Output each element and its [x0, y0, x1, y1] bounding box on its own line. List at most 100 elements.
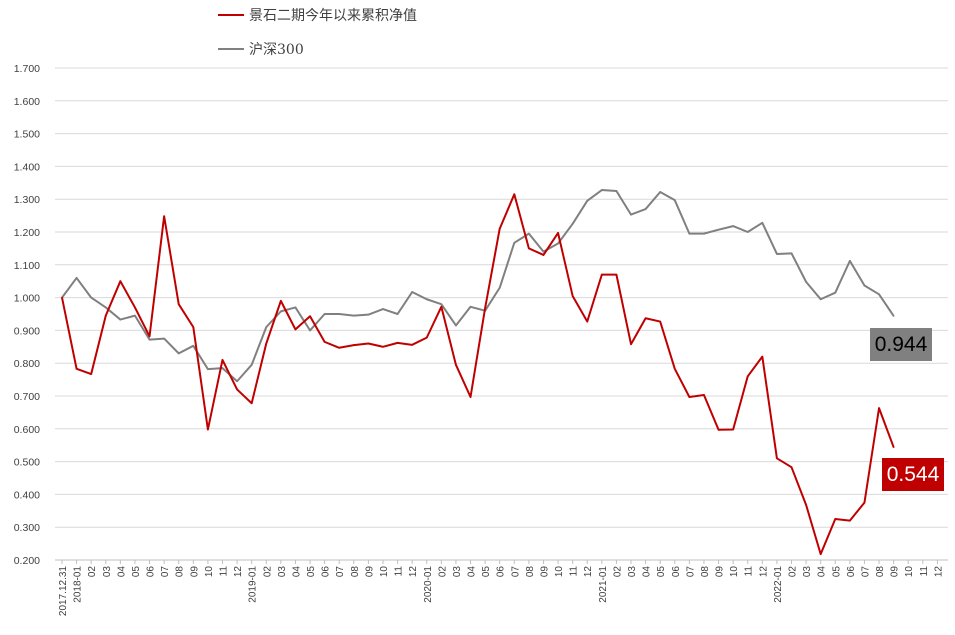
- data-point-hs: [644, 208, 647, 210]
- data-point-hs: [411, 291, 413, 293]
- x-tick-label: 08: [175, 566, 186, 578]
- data-point-hs: [367, 313, 370, 316]
- data-point-js: [353, 344, 355, 346]
- data-point-js: [805, 504, 807, 506]
- data-point-hs: [90, 296, 92, 299]
- y-tick-label: 1.500: [14, 129, 40, 141]
- x-tick-label: 11: [218, 566, 229, 577]
- x-tick-label: 08: [525, 566, 536, 578]
- x-tick-label: 12: [233, 566, 244, 578]
- y-tick-label: 1.600: [14, 96, 40, 108]
- data-point-hs: [834, 291, 837, 294]
- x-tick-label: 08: [700, 566, 711, 578]
- x-tick-label: 07: [860, 566, 871, 578]
- x-tick-label: 02: [788, 566, 799, 578]
- data-point-hs: [148, 338, 151, 341]
- data-point-js: [469, 396, 472, 398]
- data-point-hs: [615, 190, 618, 192]
- data-point-hs: [353, 314, 355, 317]
- x-tick-label: 09: [189, 566, 200, 578]
- x-tick-label: 04: [817, 566, 828, 578]
- data-point-js: [221, 359, 224, 361]
- callout-js-last-value: 0.544: [882, 458, 944, 491]
- x-tick-label: 2017.12.31: [58, 566, 69, 616]
- data-point-hs: [746, 231, 749, 233]
- x-tick-label: 09: [539, 566, 550, 578]
- x-tick-label: 07: [160, 566, 171, 578]
- data-point-js: [601, 273, 603, 276]
- data-point-hs: [323, 313, 326, 315]
- data-point-hs: [776, 253, 778, 255]
- data-point-hs: [469, 305, 472, 308]
- y-tick-label: 0.900: [14, 325, 40, 337]
- data-point-hs: [557, 242, 559, 245]
- data-point-hs: [440, 303, 443, 305]
- data-point-hs: [673, 199, 676, 201]
- y-tick-label: 0.600: [14, 424, 40, 436]
- x-tick-label: 04: [291, 566, 302, 578]
- data-point-js: [834, 518, 837, 520]
- y-tick-label: 1.400: [14, 161, 40, 173]
- x-tick-label: 2020-01: [423, 566, 434, 603]
- data-point-hs: [163, 337, 165, 340]
- data-point-hs: [863, 284, 866, 287]
- data-point-js: [294, 328, 297, 331]
- x-tick-label: 09: [890, 566, 901, 578]
- x-tick-label: 03: [102, 566, 113, 578]
- data-point-js: [440, 305, 443, 308]
- y-tick-label: 1.100: [14, 260, 40, 272]
- x-tick-label: 11: [919, 566, 930, 577]
- data-point-hs: [790, 252, 793, 255]
- x-tick-label: 12: [408, 566, 419, 578]
- data-point-hs: [630, 213, 632, 216]
- data-point-hs: [236, 380, 238, 383]
- data-point-js: [790, 466, 793, 468]
- data-point-js: [134, 306, 136, 309]
- legend-item-js: 景石二期今年以来累积净值: [218, 5, 417, 25]
- data-point-js: [644, 317, 647, 320]
- data-point-hs: [455, 324, 457, 327]
- data-point-hs: [878, 293, 880, 296]
- data-point-js: [367, 342, 370, 345]
- data-point-js: [732, 428, 734, 431]
- x-tick-label: 02: [87, 566, 98, 578]
- y-tick-label: 0.400: [14, 489, 40, 501]
- data-point-js: [119, 280, 122, 283]
- data-point-js: [411, 344, 413, 346]
- data-point-js: [557, 232, 559, 234]
- x-tick-label: 02: [437, 566, 448, 578]
- data-point-hs: [717, 228, 720, 231]
- callout-hs-last-value: 0.944: [870, 328, 932, 361]
- data-point-hs: [265, 326, 268, 328]
- data-point-js: [484, 307, 486, 309]
- data-point-hs: [221, 367, 224, 369]
- x-tick-label: 08: [350, 566, 361, 578]
- data-point-js: [236, 388, 238, 391]
- data-point-js: [849, 519, 851, 522]
- legend-swatch-js: [218, 14, 244, 16]
- x-tick-label: 10: [379, 566, 390, 578]
- data-point-js: [309, 315, 311, 318]
- data-point-hs: [425, 298, 428, 301]
- data-point-js: [61, 296, 63, 299]
- x-tick-label: 06: [146, 566, 157, 578]
- data-point-hs: [396, 313, 399, 315]
- data-point-hs: [207, 368, 209, 370]
- x-tick-label: 06: [846, 566, 857, 578]
- x-tick-label: 03: [627, 566, 638, 578]
- data-point-hs: [586, 200, 589, 202]
- data-point-hs: [75, 277, 78, 279]
- y-tick-label: 1.300: [14, 194, 40, 206]
- data-point-js: [528, 247, 530, 250]
- x-tick-label: 11: [744, 566, 755, 577]
- x-tick-label: 02: [612, 566, 623, 578]
- x-tick-label: 08: [875, 566, 886, 578]
- x-tick-label: 07: [685, 566, 696, 578]
- data-point-js: [207, 428, 209, 431]
- x-tick-label: 04: [467, 566, 478, 578]
- x-tick-label: 11: [394, 566, 405, 577]
- y-tick-label: 1.700: [14, 63, 40, 75]
- data-point-js: [75, 367, 78, 370]
- data-point-hs: [498, 286, 501, 289]
